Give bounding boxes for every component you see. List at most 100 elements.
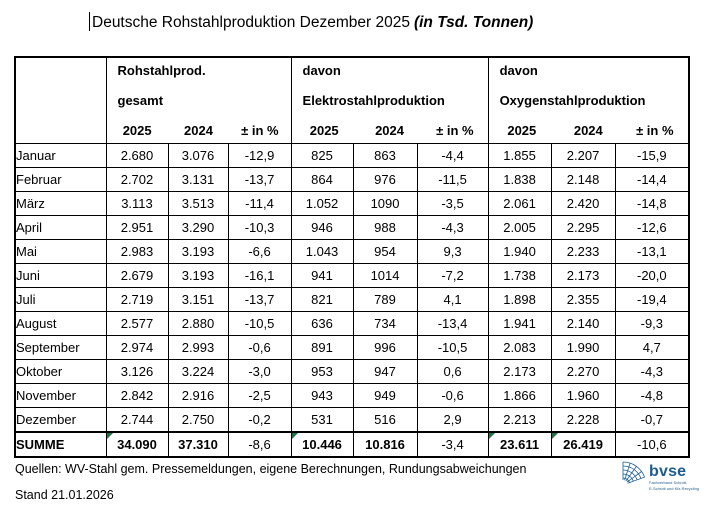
value-cell: 1.052 — [290, 191, 354, 216]
value-cell: -15,9 — [614, 143, 690, 168]
value-cell: 864 — [290, 167, 354, 192]
year-header: 2025 — [507, 123, 537, 138]
value-cell: 2.744 — [105, 407, 169, 433]
value-cell: 2.173 — [487, 359, 552, 384]
value-cell: 10.446 — [290, 431, 354, 458]
sources-note: Quellen: WV-Stahl gem. Pressemeldungen, … — [15, 462, 527, 476]
row-label: Dezember — [14, 407, 107, 433]
row-label: Oktober — [14, 359, 107, 384]
year-header: 2024 — [184, 123, 213, 138]
row-label: Februar — [14, 167, 107, 192]
title-unit-note: (in Tsd. Tonnen) — [413, 14, 534, 31]
value-cell: -11,4 — [227, 191, 292, 216]
value-cell: 3.113 — [105, 191, 169, 216]
table-row: Februar 2.702 3.131 -13,7 864 976 -11,5 1.838 2.… — [14, 167, 690, 192]
table-row: Mai 2.983 3.193 -6,6 1.043 954 9,3 1.940 2.233 -1… — [14, 239, 690, 264]
bvse-logo-text: bvse Fachverband Schrott, E-Schrott und … — [649, 464, 699, 492]
year-header: 2025 — [122, 123, 152, 138]
value-cell: 988 — [352, 215, 418, 240]
table-row: Januar 2.680 3.076 -12,9 825 863 -4,4 1.855 2.20… — [14, 143, 690, 168]
value-cell: 1.990 — [550, 335, 616, 360]
row-label: Juni — [14, 263, 107, 288]
bvse-logo-subtext-1: Fachverband Schrott, — [649, 480, 688, 485]
value-cell: -4,8 — [614, 383, 690, 408]
value-cell: 2.228 — [550, 407, 616, 433]
value-cell: 516 — [352, 407, 418, 433]
value-cell: 531 — [290, 407, 354, 433]
table-row: August 2.577 2.880 -10,5 636 734 -13,4 1.941 2.1… — [14, 311, 690, 336]
value-cell: 1.960 — [550, 383, 616, 408]
value-cell: -13,1 — [614, 239, 690, 264]
value-cell: 2.993 — [167, 335, 229, 360]
value-cell: 34.090 — [105, 431, 169, 458]
header-row: Rohstahlprod. gesamt 2025 2024 ± in % da… — [14, 56, 690, 144]
value-cell: 3.193 — [167, 263, 229, 288]
value-cell: 3.193 — [167, 239, 229, 264]
group-title-line2: Elektrostahlproduktion — [302, 92, 445, 108]
value-cell: 2.140 — [550, 311, 616, 336]
value-cell: -4,3 — [614, 359, 690, 384]
row-label: April — [14, 215, 107, 240]
value-cell: 3.224 — [167, 359, 229, 384]
page-title: Deutsche Rohstahlproduktion Dezember 202… — [89, 12, 533, 32]
group-header-gesamt: Rohstahlprod. gesamt 2025 2024 ± in % — [105, 56, 292, 144]
value-cell: 3.076 — [167, 143, 229, 168]
value-cell: -20,0 — [614, 263, 690, 288]
text-cursor — [89, 12, 90, 31]
value-cell: -7,2 — [416, 263, 489, 288]
value-cell: -4,4 — [416, 143, 489, 168]
year-header-row: 2025 2024 ± in % — [292, 123, 487, 138]
value-cell: 2,9 — [416, 407, 489, 433]
year-header: 2024 — [375, 123, 404, 138]
bvse-logo: bvse Fachverband Schrott, E-Schrott und … — [622, 458, 699, 491]
value-cell: 941 — [290, 263, 354, 288]
value-cell: 946 — [290, 215, 354, 240]
value-cell: -8,6 — [227, 431, 292, 458]
group-header-elektro: davon Elektrostahlproduktion 2025 2024 ±… — [290, 56, 489, 144]
date-stamp: Stand 21.01.2026 — [15, 488, 114, 502]
value-cell: -3,5 — [416, 191, 489, 216]
value-cell: 2.702 — [105, 167, 169, 192]
value-cell: 821 — [290, 287, 354, 312]
year-header: ± in % — [636, 123, 674, 138]
value-cell: 976 — [352, 167, 418, 192]
group-title-line1: davon — [499, 63, 538, 78]
group-header-oxygen: davon Oxygenstahlproduktion 2025 2024 ± … — [487, 56, 690, 144]
value-cell: -0,7 — [614, 407, 690, 433]
value-cell: 1.738 — [487, 263, 552, 288]
value-cell: -10,3 — [227, 215, 292, 240]
row-label: März — [14, 191, 107, 216]
value-cell: 789 — [352, 287, 418, 312]
value-cell: 949 — [352, 383, 418, 408]
year-header: ± in % — [436, 123, 474, 138]
value-cell: 2.842 — [105, 383, 169, 408]
value-cell: -4,3 — [416, 215, 489, 240]
table-row: Juni 2.679 3.193 -16,1 941 1014 -7,2 1.738 2.173… — [14, 263, 690, 288]
value-cell: -3,4 — [416, 431, 489, 458]
value-cell: 2.679 — [105, 263, 169, 288]
group-title-line1: Rohstahlprod. — [117, 63, 206, 78]
value-cell: 2.880 — [167, 311, 229, 336]
corner-cell — [14, 56, 107, 144]
value-cell: 1.866 — [487, 383, 552, 408]
value-cell: 953 — [290, 359, 354, 384]
year-header-row: 2025 2024 ± in % — [489, 123, 688, 138]
value-cell: -14,8 — [614, 191, 690, 216]
value-cell: 943 — [290, 383, 354, 408]
value-cell: 1014 — [352, 263, 418, 288]
production-table-body: Januar 2.680 3.076 -12,9 825 863 -4,4 1.855 2.20… — [14, 143, 690, 458]
value-cell: 1.940 — [487, 239, 552, 264]
row-label: Januar — [14, 143, 107, 168]
summe-row: SUMME 34.090 37.310 -8,6 10.446 10.816 -3,4 23.… — [14, 431, 690, 458]
value-cell: -0,6 — [227, 335, 292, 360]
value-cell: 23.611 — [487, 431, 552, 458]
group-title-line2: gesamt — [117, 92, 164, 108]
table-row: September 2.974 2.993 -0,6 891 996 -10,5 2.083 1… — [14, 335, 690, 360]
value-cell: 10.816 — [352, 431, 418, 458]
value-cell: 2.420 — [550, 191, 616, 216]
year-header: ± in % — [241, 123, 279, 138]
value-cell: 2.680 — [105, 143, 169, 168]
row-label: September — [14, 335, 107, 360]
value-cell: 3.151 — [167, 287, 229, 312]
